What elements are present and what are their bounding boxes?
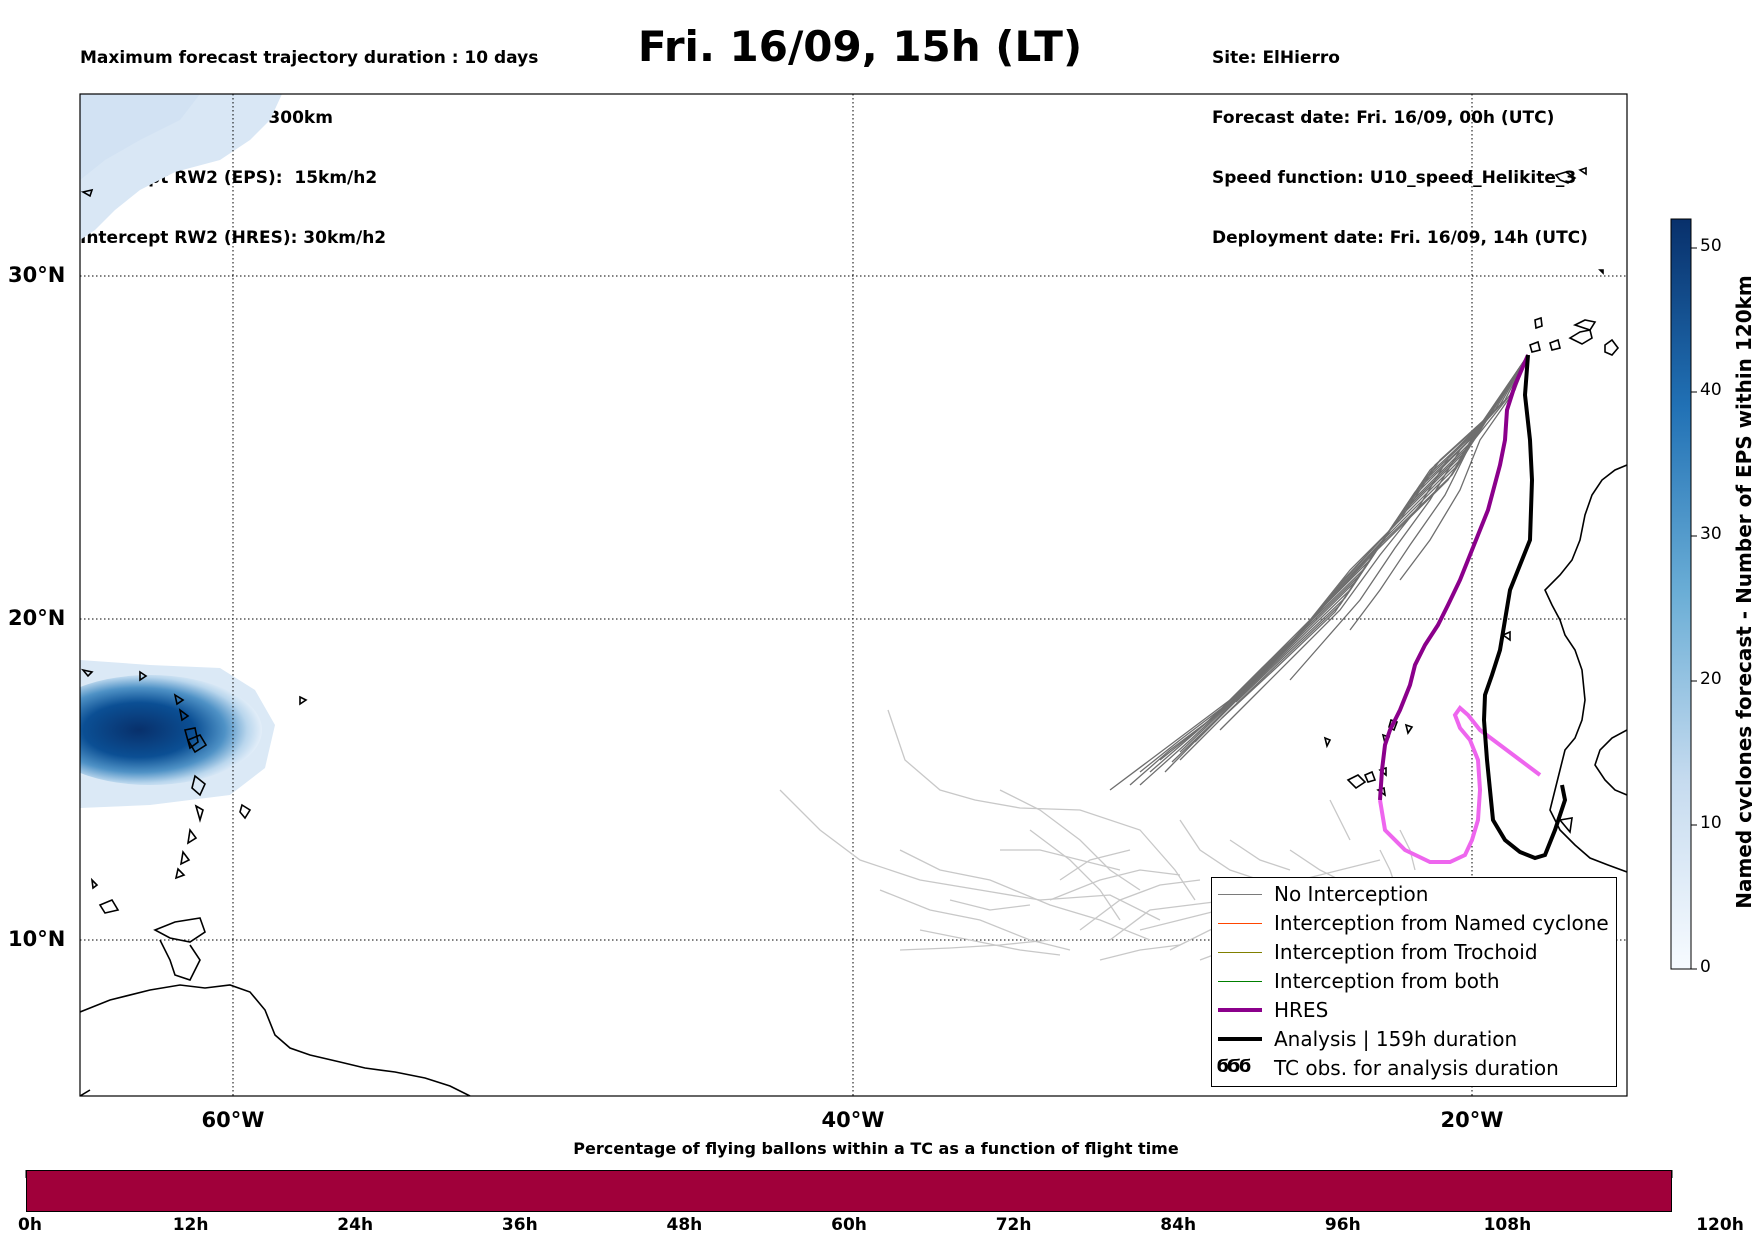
- legend-item-named-cyclone: Interception from Named cyclone: [1212, 909, 1616, 938]
- legend-item-hres: HRES: [1212, 996, 1616, 1025]
- timebar-tick-label: 72h: [995, 1215, 1032, 1235]
- colorbar-ticks: [1691, 247, 1697, 970]
- timebar-tick-label: 48h: [666, 1215, 703, 1235]
- timebar-tick-label: 84h: [1160, 1215, 1197, 1235]
- timebar-tick-label: 60h: [831, 1215, 867, 1235]
- legend-swatch: [1218, 923, 1262, 924]
- colorbar-tick-label: 20: [1700, 669, 1722, 689]
- lat-label-20n: 20°N: [8, 606, 66, 630]
- no-interception-trajectories: [1109, 354, 1529, 791]
- cyclone-symbol-icon: ϭϬϭ: [1216, 1056, 1251, 1077]
- legend-label: Interception from both: [1274, 969, 1500, 993]
- legend-item-trochoid: Interception from Trochoid: [1212, 938, 1616, 967]
- legend-label: TC obs. for analysis duration: [1274, 1056, 1559, 1080]
- legend-swatch: [1218, 894, 1262, 895]
- timebar-tick-label: 120h: [1696, 1215, 1744, 1235]
- page-title: Fri. 16/09, 15h (LT): [637, 22, 1083, 71]
- colorbar-title: Named cyclones forecast - Number of EPS …: [1732, 275, 1752, 909]
- speed-function: Speed function: U10_speed_Helikite_3: [1212, 168, 1577, 188]
- legend-label: Interception from Named cyclone: [1274, 911, 1609, 935]
- legend-item-both: Interception from both: [1212, 967, 1616, 996]
- legend-item-tc-obs: ϭϬϭ TC obs. for analysis duration: [1212, 1054, 1616, 1083]
- lat-label-10n: 10°N: [8, 927, 66, 951]
- timebar-tick-label: 24h: [337, 1215, 374, 1235]
- legend-swatch: [1218, 952, 1262, 953]
- timebar-tick-label: 108h: [1483, 1215, 1532, 1235]
- colorbar-tick-label: 10: [1700, 813, 1722, 833]
- param-duration: Maximum forecast trajectory duration : 1…: [80, 48, 539, 68]
- lat-label-30n: 30°N: [8, 263, 66, 287]
- site-info: Site: ElHierro Forecast date: Fri. 16/09…: [1212, 8, 1588, 268]
- colorbar: [1670, 218, 1692, 970]
- legend-swatch: [1218, 1037, 1262, 1041]
- legend-label: Analysis | 159h duration: [1274, 1027, 1518, 1051]
- site-name: Site: ElHierro: [1212, 48, 1340, 68]
- legend-item-no-interception: No Interception: [1212, 880, 1616, 909]
- legend-swatch: [1218, 981, 1262, 982]
- timebar-tick-label: 12h: [172, 1215, 209, 1235]
- coastlines: [80, 166, 1627, 1096]
- colorbar-tick-label: 30: [1700, 524, 1722, 544]
- map-legend: No Interception Interception from Named …: [1211, 877, 1617, 1087]
- colorbar-tick-label: 40: [1700, 380, 1722, 400]
- timebar: [26, 1170, 1672, 1212]
- timebar-tick-label: 36h: [501, 1215, 538, 1235]
- timebar-tick-label: 96h: [1324, 1215, 1361, 1235]
- legend-label: HRES: [1274, 998, 1329, 1022]
- analysis-trajectory: [1481, 354, 1568, 861]
- cyclone-density-caribbean-core: [80, 675, 262, 785]
- param-intercept-hres: Intercept RW2 (HRES): 30km/h2: [80, 228, 387, 248]
- legend-item-analysis: Analysis | 159h duration: [1212, 1025, 1616, 1054]
- colorbar-tick-label: 0: [1700, 957, 1711, 977]
- lon-label-20w: 20°W: [1440, 1108, 1504, 1132]
- lon-label-40w: 40°W: [821, 1108, 885, 1132]
- timebar-title: Percentage of flying ballons within a TC…: [573, 1139, 1179, 1158]
- cyclone-density-north-inner: [80, 94, 200, 180]
- colorbar-tick-label: 50: [1700, 236, 1722, 256]
- legend-label: Interception from Trochoid: [1274, 940, 1538, 964]
- lon-label-60w: 60°W: [201, 1108, 265, 1132]
- legend-swatch: [1218, 1008, 1262, 1012]
- forecast-date: Forecast date: Fri. 16/09, 00h (UTC): [1212, 108, 1555, 128]
- hres-trajectory: [1378, 354, 1530, 801]
- timebar-tick-label: 0h: [18, 1215, 42, 1235]
- hres-trajectory-tail: [1378, 705, 1542, 864]
- legend-label: No Interception: [1274, 882, 1429, 906]
- map-frame: [79, 93, 1628, 1097]
